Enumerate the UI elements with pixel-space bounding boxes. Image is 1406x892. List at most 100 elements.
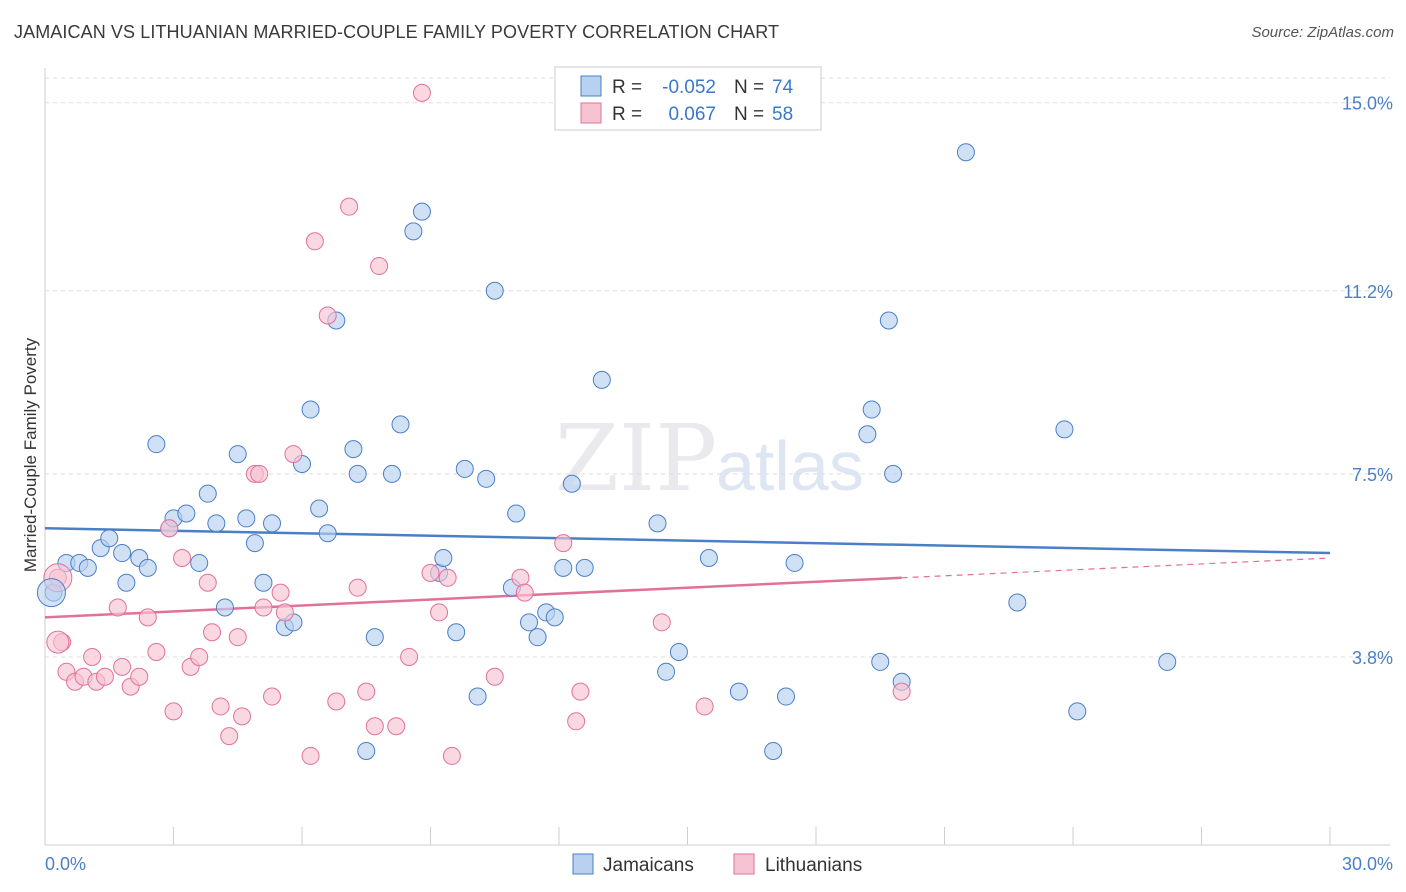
y-tick-label: 15.0% [1342, 94, 1393, 114]
trend-line-lithuanians [44, 576, 902, 619]
point-jamaicans [207, 514, 226, 533]
x-tick-label: 0.0% [45, 854, 86, 874]
legend-r-label-1: R = [612, 77, 642, 98]
point-jamaicans [263, 514, 282, 533]
x-tick-labels: 0.0% 30.0% [45, 854, 1393, 874]
point-jamaicans [245, 534, 264, 553]
x-tick-label: 30.0% [1342, 854, 1393, 874]
point-jamaicans [147, 435, 166, 454]
point-jamaicans [554, 558, 573, 577]
point-lithuanians [233, 707, 252, 726]
data-points [36, 83, 1177, 765]
point-lithuanians [387, 717, 406, 736]
legend-n-label-2: N = [734, 104, 764, 125]
point-jamaicans [310, 499, 329, 518]
point-lithuanians [160, 519, 179, 538]
y-axis-title: Married-Couple Family Poverty [21, 337, 40, 572]
point-lithuanians [365, 717, 384, 736]
point-lithuanians [113, 657, 132, 676]
point-jamaicans [520, 613, 539, 632]
point-lithuanians [95, 667, 114, 686]
point-jamaicans [862, 400, 881, 419]
point-lithuanians [138, 608, 157, 627]
legend-n-label-1: N = [734, 77, 764, 98]
point-jamaicans [113, 544, 132, 563]
y-tick-label: 3.8% [1352, 648, 1393, 668]
point-jamaicans [669, 643, 688, 662]
point-lithuanians [164, 702, 183, 721]
point-jamaicans [455, 459, 474, 478]
legend-r-label-2: R = [612, 104, 642, 125]
point-jamaicans [764, 741, 783, 760]
point-jamaicans [871, 652, 890, 671]
point-lithuanians [228, 628, 247, 647]
point-jamaicans [348, 464, 367, 483]
watermark-atlas: atlas [716, 427, 864, 505]
point-lithuanians [327, 692, 346, 711]
gridlines [45, 77, 1390, 658]
y-tick-label: 7.5% [1352, 465, 1393, 485]
point-jamaicans [562, 474, 581, 493]
point-jamaicans [447, 623, 466, 642]
point-jamaicans [545, 608, 564, 627]
point-jamaicans [777, 687, 796, 706]
point-jamaicans [138, 558, 157, 577]
point-lithuanians [190, 647, 209, 666]
point-jamaicans [1008, 593, 1027, 612]
point-jamaicans [254, 573, 273, 592]
point-jamaicans [648, 514, 667, 533]
point-lithuanians [412, 83, 431, 102]
legend-n-value-1: 74 [772, 77, 794, 98]
point-jamaicans [237, 509, 256, 528]
point-jamaicans [1158, 652, 1177, 671]
point-lithuanians [203, 623, 222, 642]
point-jamaicans [344, 440, 363, 459]
point-lithuanians [108, 598, 127, 617]
chart-title: JAMAICAN VS LITHUANIAN MARRIED-COUPLE FA… [14, 22, 780, 42]
point-jamaicans [1055, 420, 1074, 439]
point-lithuanians [571, 682, 590, 701]
point-jamaicans [657, 662, 676, 681]
point-jamaicans [1068, 702, 1087, 721]
bottom-legend-jamaicans: Jamaicans [603, 855, 694, 876]
point-jamaicans [507, 504, 526, 523]
source-label: Source: ZipAtlas.com [1251, 24, 1394, 41]
bottom-legend: Jamaicans Lithuanians [572, 853, 862, 876]
point-jamaicans [592, 370, 611, 389]
point-lithuanians [348, 578, 367, 597]
point-lithuanians [340, 197, 359, 216]
legend-r-value-2: 0.067 [668, 104, 716, 125]
point-lithuanians [83, 647, 102, 666]
point-lithuanians [198, 573, 217, 592]
point-lithuanians [305, 232, 324, 251]
point-lithuanians [284, 445, 303, 464]
legend-n-value-2: 58 [772, 104, 793, 125]
point-lithuanians-large [46, 630, 70, 654]
bottom-legend-swatch-jamaicans [572, 853, 594, 875]
point-lithuanians [220, 727, 239, 746]
point-jamaicans [884, 464, 903, 483]
point-jamaicans [391, 415, 410, 434]
point-lithuanians [357, 682, 376, 701]
point-lithuanians [271, 583, 290, 602]
point-lithuanians [442, 746, 461, 765]
point-jamaicans [404, 222, 423, 241]
point-lithuanians [130, 667, 149, 686]
point-lithuanians [567, 712, 586, 731]
point-lithuanians [652, 613, 671, 632]
point-jamaicans [468, 687, 487, 706]
point-lithuanians [695, 697, 714, 716]
point-lithuanians [263, 687, 282, 706]
point-jamaicans [575, 558, 594, 577]
y-tick-label: 11.2% [1343, 282, 1393, 302]
point-jamaicans [785, 553, 804, 572]
point-jamaicans [177, 504, 196, 523]
point-jamaicans [485, 281, 504, 300]
point-lithuanians [485, 667, 504, 686]
axes [44, 68, 1390, 846]
point-lithuanians [301, 746, 320, 765]
point-jamaicans [117, 573, 136, 592]
point-lithuanians [211, 697, 230, 716]
point-jamaicans [699, 548, 718, 567]
point-jamaicans [412, 202, 431, 221]
